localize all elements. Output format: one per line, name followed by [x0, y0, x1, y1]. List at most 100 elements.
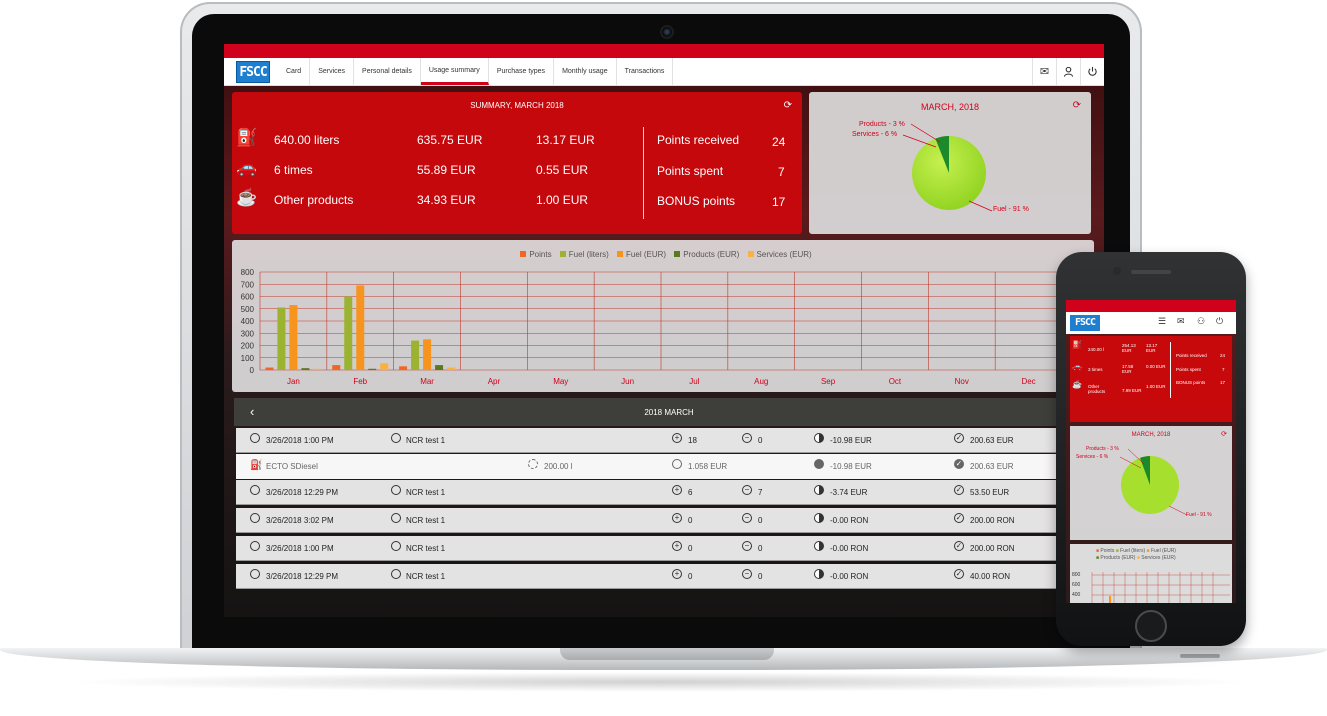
mail-icon[interactable]: ✉ — [1032, 58, 1056, 85]
points-plus: 0 — [688, 516, 693, 525]
bar-points-feb — [332, 365, 341, 370]
phone-other-amount: 7.99 EUR — [1122, 388, 1142, 393]
phone-user-icon[interactable]: ⚇ — [1197, 316, 1206, 326]
plus-circle-icon: + — [672, 569, 682, 579]
fscc-logo[interactable]: FSCC — [236, 61, 270, 83]
bar-products-eur--feb — [368, 368, 377, 370]
tab-purchase-types[interactable]: Purchase types — [489, 58, 555, 85]
phone-fuel-amount: 254.13 EUR — [1122, 343, 1136, 353]
bar-services-eur--jan — [313, 368, 322, 370]
phone-coffee-cup-icon: ☕ — [1072, 380, 1082, 389]
transaction-row[interactable]: 3/26/2018 3:02 PM NCR test 1 +0−0 -0.00 RON… — [236, 508, 1102, 533]
points-minus: 0 — [758, 544, 763, 553]
phone-fuel-saved: 13.17 EUR — [1146, 343, 1158, 353]
transactions-table: ‹ 2018 MARCH 3/26/2018 1:00 PM NCR test 1… — [234, 398, 1104, 594]
transaction-discount: -10.98 EUR — [830, 436, 872, 445]
phone-points-spent-value: 7 — [1222, 367, 1225, 372]
y-tick-label: 800 — [241, 268, 255, 277]
phone-fscc-logo[interactable]: FSCC — [1070, 315, 1100, 331]
tab-services[interactable]: Services — [310, 58, 355, 85]
transaction-row[interactable]: 3/26/2018 12:29 PM NCR test 1 +0−0 -0.00 RO… — [236, 564, 1102, 589]
phone-menu-icon[interactable]: ☰ — [1158, 316, 1167, 326]
transaction-date: 3/26/2018 1:00 PM — [266, 436, 334, 445]
transaction-discount: -0.00 RON — [830, 544, 869, 553]
phone-ytick-800: 800 — [1072, 572, 1081, 578]
points-plus: 0 — [688, 572, 693, 581]
pie-refresh-icon[interactable]: ⟳ — [1072, 100, 1081, 111]
transaction-location: NCR test 1 — [406, 572, 446, 581]
transaction-total: 40.00 RON — [970, 572, 1011, 581]
laptop-slot — [1180, 654, 1220, 658]
transaction-row[interactable]: 3/26/2018 1:00 PM NCR test 1 +0−0 -0.00 RON… — [236, 536, 1102, 561]
phone-home-button[interactable] — [1135, 610, 1167, 642]
phone-car-wash-saved: 0.00 EUR — [1146, 364, 1166, 369]
points-minus: 7 — [758, 488, 763, 497]
check-circle-icon: ✓ — [954, 513, 964, 523]
phone-pie-leader-products — [1127, 448, 1145, 465]
bar-chart: 800 700 600 500 400 300 200 100 0 Jan Feb Mar Apr May… — [241, 268, 1094, 386]
coffee-cup-icon: ☕ — [236, 188, 258, 207]
power-icon[interactable] — [1080, 58, 1104, 85]
pie-leader-products — [910, 123, 941, 143]
legend-swatch-points — [520, 251, 527, 257]
pie-slice-icon — [814, 459, 824, 469]
product-name: ECTO SDiesel — [266, 462, 318, 471]
phone-legend-fuel-liters: Fuel (liters) — [1120, 548, 1146, 554]
bar-products-eur--jan — [301, 368, 310, 370]
transaction-discount: -3.74 EUR — [830, 488, 868, 497]
phone-chart-grid — [1091, 572, 1230, 603]
pie-panel: MARCH, 2018 ⟳ Products - 3 % Services - … — [809, 92, 1091, 234]
tab-transactions[interactable]: Transactions — [617, 58, 674, 85]
pie-leader-services — [902, 134, 937, 148]
check-circle-icon: ✓ — [954, 541, 964, 551]
phone-pie-refresh-icon[interactable]: ⟳ — [1221, 431, 1227, 438]
y-tick-label: 300 — [241, 329, 255, 338]
location-pin-icon — [391, 513, 401, 523]
laptop-screen: FSCC Card Services Personal details Usag… — [224, 44, 1104, 617]
tab-usage-summary[interactable]: Usage summary — [420, 58, 489, 85]
phone-bar-feb-fuel — [1109, 596, 1111, 603]
phone-pie-chart — [1119, 448, 1188, 516]
points-spent-value: 7 — [778, 165, 785, 179]
transaction-row[interactable]: 3/26/2018 1:00 PM NCR test 1 +18 −0 -10.98 E… — [236, 428, 1102, 453]
y-tick-label: 400 — [241, 317, 255, 326]
tab-monthly-usage[interactable]: Monthly usage — [554, 58, 617, 85]
user-icon[interactable] — [1056, 58, 1080, 85]
x-tick-label: Dec — [1021, 377, 1035, 386]
refresh-icon[interactable]: ⟳ — [783, 100, 792, 111]
phone-summary-divider — [1170, 342, 1171, 398]
minus-circle-icon: − — [742, 513, 752, 523]
check-circle-icon: ✓ — [954, 485, 964, 495]
product-price: 1.058 EUR — [688, 462, 728, 471]
phone-mail-icon[interactable]: ✉ — [1177, 316, 1185, 326]
chevron-left-icon[interactable]: ‹ — [250, 404, 255, 419]
phone-pie-leader-services — [1119, 456, 1142, 469]
phone-power-icon[interactable]: ⏻ — [1216, 316, 1224, 326]
fuel-liters: 640.00 liters — [274, 133, 340, 147]
x-tick-label: Feb — [353, 377, 367, 386]
location-pin-icon — [391, 433, 401, 443]
phone-ytick-400: 400 — [1072, 592, 1081, 598]
transaction-row[interactable]: 3/26/2018 12:29 PM NCR test 1 +6 −7 -3.74 EU… — [236, 480, 1102, 505]
bar-fuel-eur--feb — [356, 285, 365, 370]
minus-circle-icon: − — [742, 569, 752, 579]
y-tick-label: 500 — [241, 305, 255, 314]
clock-icon — [250, 485, 260, 495]
tab-card[interactable]: Card — [278, 58, 311, 85]
nav-icons: ✉ — [1032, 58, 1104, 85]
points-plus: 0 — [688, 544, 693, 553]
phone-fuel-pump-icon: ⛽ — [1072, 340, 1082, 349]
phone-ytick-600: 600 — [1072, 582, 1081, 588]
monthly-chart-panel: Points Fuel (liters) Fuel (EUR) Products… — [232, 240, 1094, 392]
transaction-discount: -0.00 RON — [830, 572, 869, 581]
bar-fuel-eur--mar — [423, 339, 432, 370]
fuel-amount: 635.75 EUR — [417, 133, 483, 147]
phone-nav: FSCC ☰ ✉ ⚇ ⏻ — [1066, 312, 1236, 334]
tab-personal-details[interactable]: Personal details — [354, 58, 421, 85]
phone-bonus-value: 17 — [1220, 380, 1226, 385]
transaction-detail-row[interactable]: ⛽ ECTO SDiesel 200.00 l 1.058 EUR -10.98 EUR… — [236, 454, 1102, 479]
y-tick-label: 600 — [241, 293, 255, 302]
car-wash-times: 6 times — [274, 163, 313, 177]
bar-services-eur--feb — [380, 363, 389, 370]
phone-chart-legend: ■ Points ■ Fuel (liters) ■ Fuel (EUR) ■ … — [1096, 548, 1176, 561]
